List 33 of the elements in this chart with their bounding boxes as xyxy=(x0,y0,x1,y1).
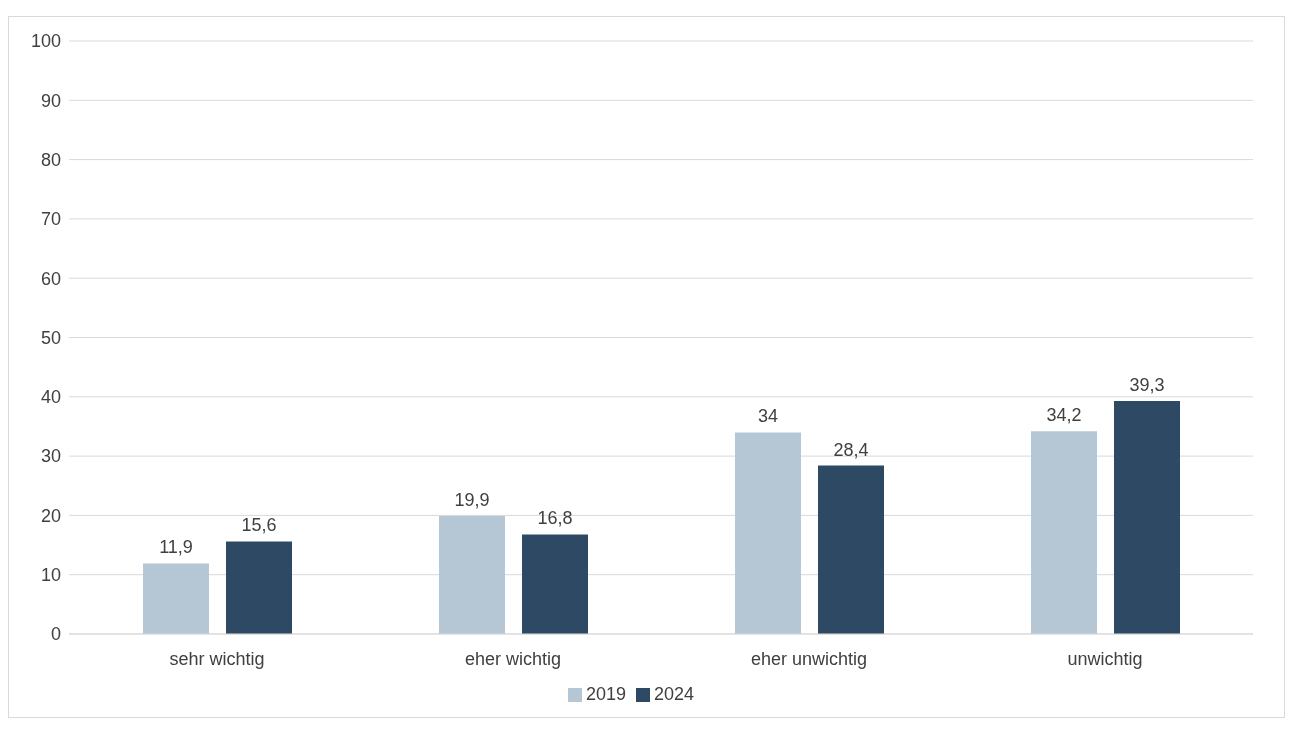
x-tick-label: unwichtig xyxy=(1067,648,1143,669)
bar xyxy=(143,563,209,634)
bar xyxy=(226,541,292,634)
data-label: 28,4 xyxy=(833,439,869,460)
x-tick-label: eher wichtig xyxy=(464,648,562,669)
y-tick-label: 50 xyxy=(40,327,61,348)
x-tick-label: sehr wichtig xyxy=(169,648,265,669)
legend-label: 2019 xyxy=(585,684,626,704)
y-tick-label: 30 xyxy=(40,446,61,467)
y-tick-label: 90 xyxy=(40,90,61,111)
legend-label: 2024 xyxy=(654,684,695,704)
data-label: 39,3 xyxy=(1129,374,1165,395)
y-tick-label: 0 xyxy=(50,624,61,645)
data-label: 19,9 xyxy=(454,489,490,510)
y-tick-label: 70 xyxy=(40,209,61,230)
bar xyxy=(1114,400,1180,634)
bar xyxy=(1031,431,1097,634)
y-tick-label: 100 xyxy=(30,31,61,52)
y-tick-label: 20 xyxy=(40,505,61,526)
data-label: 34,2 xyxy=(1046,405,1082,426)
y-tick-label: 80 xyxy=(40,149,61,170)
data-label: 16,8 xyxy=(537,508,573,529)
y-tick-label: 40 xyxy=(40,387,61,408)
y-tick-label: 60 xyxy=(40,268,61,289)
bar xyxy=(818,465,884,634)
x-tick-label: eher unwichtig xyxy=(750,648,868,669)
data-label: 15,6 xyxy=(241,515,277,536)
y-tick-label: 10 xyxy=(40,565,61,586)
bar xyxy=(735,432,801,634)
data-label: 34 xyxy=(757,406,779,427)
data-label: 11,9 xyxy=(159,537,193,558)
bar xyxy=(439,515,505,634)
bar xyxy=(522,534,588,634)
